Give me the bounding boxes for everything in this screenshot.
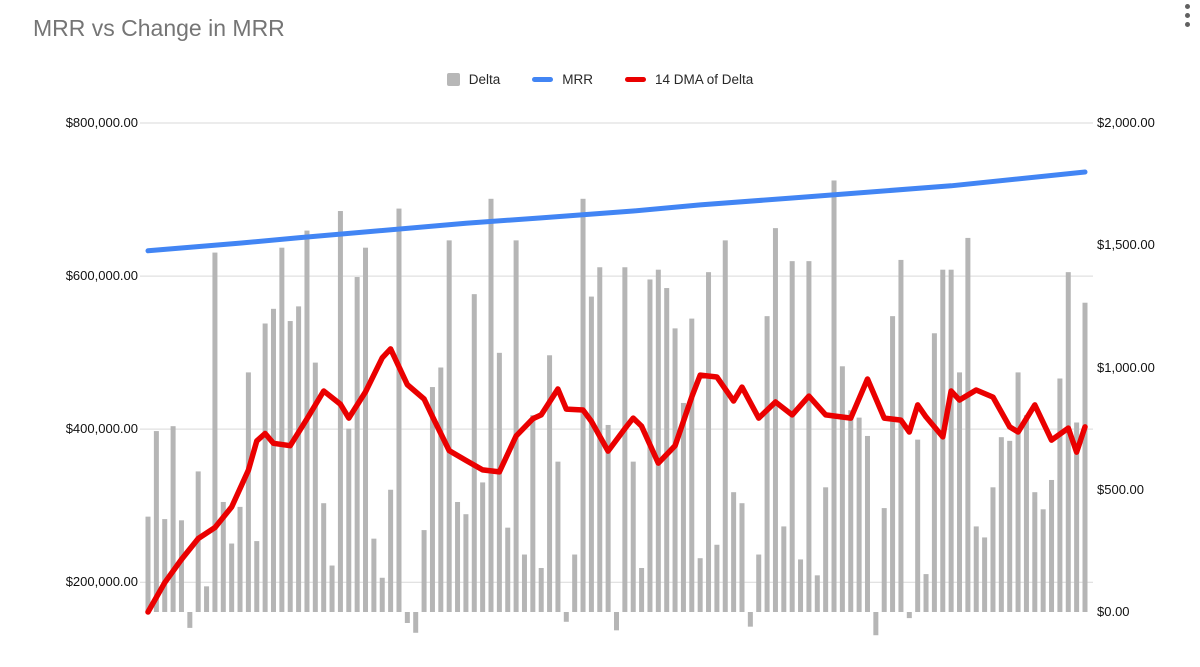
legend-item-delta: Delta: [446, 71, 501, 87]
legend-label-dma: 14 DMA of Delta: [654, 71, 754, 87]
right-axis-tick-0: $0.00: [1097, 604, 1130, 619]
right-axis-tick-2000: $2,000.00: [1097, 115, 1155, 130]
kebab-dot-icon: [1185, 4, 1190, 9]
mrr-swatch-icon: [532, 76, 554, 82]
kebab-dot-icon: [1185, 22, 1190, 27]
legend-item-mrr: MRR: [532, 72, 593, 87]
kebab-menu-button[interactable]: [1177, 2, 1197, 32]
left-axis-tick-600k: $600,000.00: [65, 268, 138, 283]
legend-label-mrr: MRR: [562, 71, 593, 87]
legend-label-delta: Delta: [468, 71, 501, 87]
legend: Delta MRR 14 DMA of Delta: [0, 66, 1200, 92]
chart-title: MRR vs Change in MRR: [33, 15, 285, 41]
kebab-dot-icon: [1185, 13, 1190, 18]
right-axis-tick-500: $500.00: [1097, 482, 1144, 497]
legend-item-dma: 14 DMA of Delta: [624, 71, 754, 87]
right-axis-tick-1000: $1,000.00: [1097, 360, 1155, 375]
right-axis-tick-1500: $1,500.00: [1097, 237, 1155, 252]
delta-swatch-icon: [446, 72, 460, 86]
dma-swatch-icon: [624, 76, 646, 82]
left-axis-tick-800k: $800,000.00: [65, 115, 138, 130]
left-axis-tick-200k: $200,000.00: [65, 574, 138, 589]
left-axis-tick-400k: $400,000.00: [65, 421, 138, 436]
